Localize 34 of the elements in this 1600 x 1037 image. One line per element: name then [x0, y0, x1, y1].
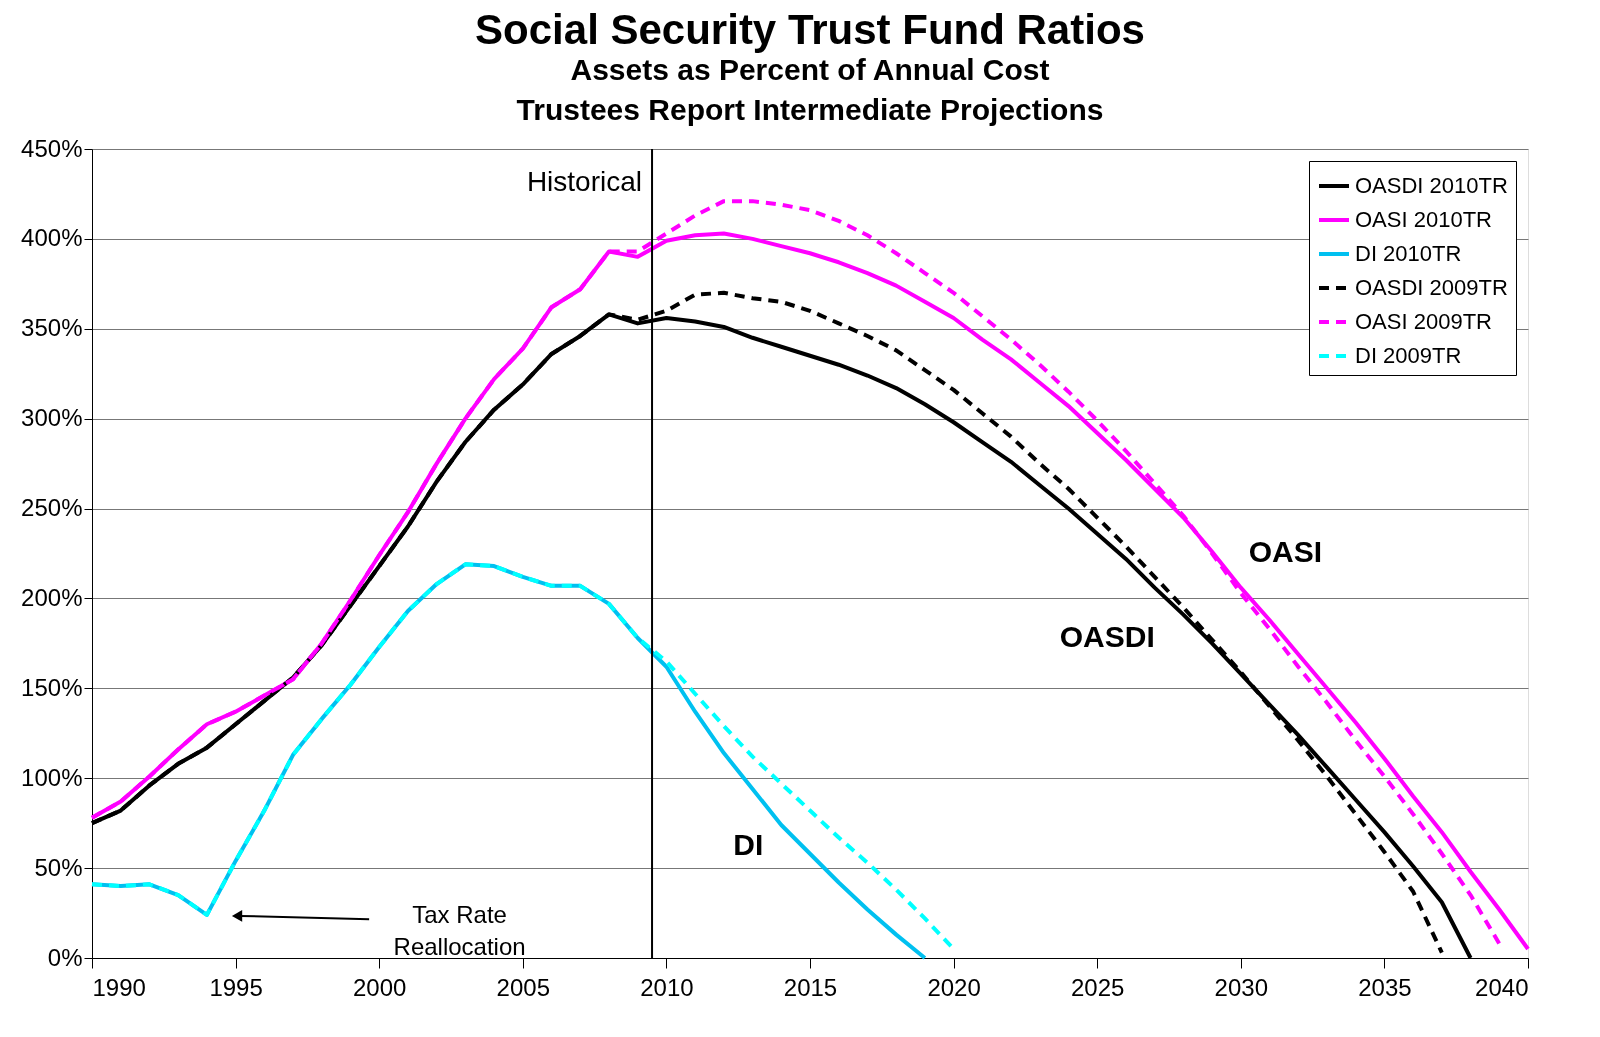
x-tick-label: 2005 [496, 973, 550, 1001]
annotation: Tax Rate Reallocation [393, 900, 526, 960]
legend-label: DI 2010TR [1355, 241, 1462, 266]
x-tick-label: 2015 [783, 973, 838, 1001]
y-tick-label: 50% [34, 853, 83, 881]
legend-label: OASDI 2010TR [1355, 173, 1508, 198]
y-tick-label: 400% [21, 224, 83, 252]
y-tick-label: 350% [21, 314, 83, 342]
x-tick-label: 2040 [1475, 973, 1529, 1001]
x-tick-label: 2020 [927, 973, 981, 1001]
chart-subtitle: Assets as Percent of Annual Cost Trustees Report Intermediate Projections [516, 53, 1104, 126]
y-tick-label: 200% [21, 583, 83, 611]
ref-line-label: Historical [526, 166, 643, 197]
legend-label: OASI 2009TR [1355, 309, 1492, 334]
y-tick-label: 100% [21, 763, 83, 791]
x-tick-label: 1990 [92, 973, 146, 1001]
y-tick-label: 250% [21, 494, 83, 522]
y-tick-label: 450% [21, 134, 83, 162]
annotation: OASI [1248, 534, 1322, 568]
y-tick-label: 150% [21, 673, 83, 701]
y-tick-label: 300% [21, 404, 83, 432]
y-tick-label: 0% [47, 943, 83, 971]
x-tick-label: 2000 [353, 973, 407, 1001]
legend-label: OASI 2010TR [1355, 207, 1492, 232]
x-tick-label: 2030 [1214, 973, 1268, 1001]
legend-label: DI 2009TR [1355, 343, 1462, 368]
x-tick-label: 2035 [1358, 973, 1412, 1001]
annotation: DI [733, 828, 764, 862]
x-tick-label: 1995 [209, 973, 263, 1001]
legend-label: OASDI 2009TR [1355, 275, 1508, 300]
x-tick-label: 2010 [640, 973, 694, 1001]
annotation: OASDI [1059, 619, 1155, 653]
chart-title: Social Security Trust Fund Ratios [475, 6, 1145, 53]
x-tick-label: 2025 [1071, 973, 1125, 1001]
